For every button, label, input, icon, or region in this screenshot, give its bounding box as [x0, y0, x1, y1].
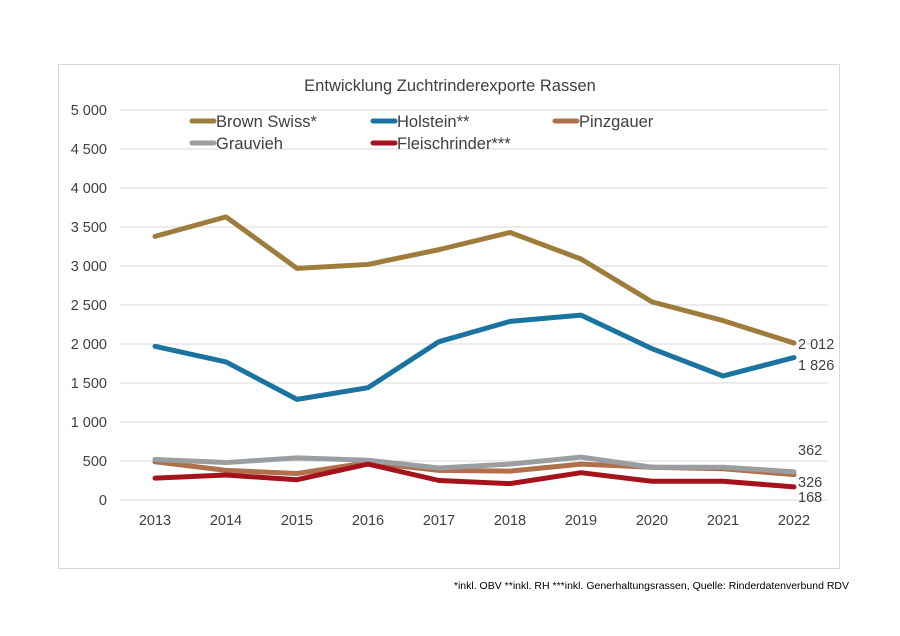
end-label: 362: [798, 443, 822, 459]
x-tick-label: 2018: [494, 513, 526, 529]
x-tick-label: 2015: [281, 513, 313, 529]
legend-item: Pinzgauer: [552, 113, 654, 131]
legend-label: Brown Swiss*: [216, 113, 317, 131]
y-tick-label: 3 000: [71, 259, 107, 275]
end-value-labels: 2 012 1 826 326 362 168: [798, 337, 834, 506]
x-tick-label: 2019: [565, 513, 597, 529]
y-tick-label: 2 000: [71, 337, 107, 353]
y-tick-label: 2 500: [71, 298, 107, 314]
legend-label: Holstein**: [397, 113, 470, 131]
y-axis-tick-labels: 0 500 1 000 1 500 2 000 2 500 3 000 3 500 4 000 4…: [71, 103, 107, 509]
series-lines: [152, 214, 797, 490]
end-label: 326: [798, 475, 822, 491]
x-tick-label: 2022: [778, 513, 810, 529]
series-line-fleischrinder: [152, 461, 797, 490]
end-label: 168: [798, 490, 822, 506]
y-tick-label: 1 500: [71, 376, 107, 392]
legend: Brown Swiss* Holstein** Pinzgauer Grauvieh F…: [189, 113, 654, 153]
chart-title: Entwicklung Zuchtrinderexporte Rassen: [304, 77, 596, 95]
legend-label: Grauvieh: [216, 135, 283, 153]
legend-item: Grauvieh: [189, 135, 283, 153]
series-line-brown-swiss: [152, 214, 797, 346]
series-line-holstein: [152, 312, 797, 402]
x-tick-label: 2014: [210, 513, 242, 529]
y-tick-label: 500: [83, 454, 107, 470]
legend-label: Fleischrinder***: [397, 135, 511, 153]
x-axis-tick-labels: 2013 2014 2015 2016 2017 2018 2019 2020 2021 2022: [139, 513, 810, 529]
x-tick-label: 2020: [636, 513, 668, 529]
x-tick-label: 2021: [707, 513, 739, 529]
series-line-grauvieh: [152, 454, 797, 475]
x-tick-label: 2013: [139, 513, 171, 529]
legend-item: Holstein**: [370, 113, 470, 131]
y-tick-label: 5 000: [71, 103, 107, 119]
end-label: 2 012: [798, 337, 834, 353]
y-tick-label: 4 500: [71, 142, 107, 158]
y-tick-label: 4 000: [71, 181, 107, 197]
gridlines: [120, 109, 828, 501]
legend-label: Pinzgauer: [579, 113, 654, 131]
y-tick-label: 1 000: [71, 415, 107, 431]
x-tick-label: 2017: [423, 513, 455, 529]
footnote: *inkl. OBV **inkl. RH ***inkl. Generhalt…: [453, 580, 849, 592]
y-tick-label: 3 500: [71, 220, 107, 236]
legend-item: Fleischrinder***: [370, 135, 511, 153]
y-tick-label: 0: [99, 493, 107, 509]
end-label: 1 826: [798, 358, 834, 374]
chart-frame: [58, 64, 840, 569]
x-tick-label: 2016: [352, 513, 384, 529]
legend-item: Brown Swiss*: [189, 113, 317, 131]
